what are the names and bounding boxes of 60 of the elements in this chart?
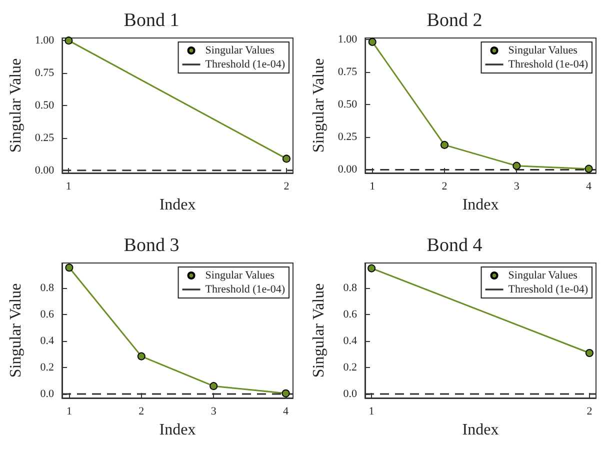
x-axis-title: Index — [159, 196, 196, 214]
x-tick-label: 2 — [442, 180, 448, 192]
legend-label: Singular Values — [205, 44, 274, 56]
x-axis-title: Index — [462, 196, 499, 214]
legend-label: Threshold (1e-04) — [205, 58, 286, 70]
chart-title: Bond 1 — [124, 10, 180, 31]
chart-title: Bond 3 — [124, 235, 180, 256]
chart-title: Bond 2 — [426, 10, 482, 31]
point — [440, 140, 449, 149]
y-tick-label: 0.0 — [40, 388, 54, 400]
point — [137, 352, 146, 360]
y-tick-label: 0.6 — [40, 308, 54, 321]
y-axis-title: Singular Value — [8, 283, 24, 378]
x-tick-label: 4 — [586, 180, 592, 192]
y-tick-label: 0.50 — [34, 100, 55, 112]
y-tick-label: 0.25 — [34, 132, 55, 144]
y-tick-label: 0.0 — [343, 388, 358, 400]
x-tick-label: 3 — [514, 180, 520, 192]
y-tick-label: 0.75 — [34, 67, 55, 80]
y-tick-label: 0.2 — [343, 362, 357, 374]
y-tick-label: 0.4 — [343, 335, 358, 348]
y-axis-title: Singular Value — [310, 283, 328, 378]
y-tick-label: 0.2 — [40, 362, 54, 374]
x-tick-label: 1 — [66, 180, 72, 192]
legend-label: Threshold (1e-04) — [508, 58, 588, 70]
chart-title: Bond 4 — [426, 235, 483, 256]
y-axis-title: Singular Value — [8, 58, 24, 153]
x-tick-label: 2 — [284, 180, 290, 192]
y-tick-label: 0.4 — [40, 335, 54, 348]
x-tick-label: 1 — [368, 406, 374, 418]
point — [282, 389, 290, 398]
legend-label: Singular Values — [508, 270, 578, 282]
y-tick-label: 0.00 — [338, 164, 358, 176]
legend-label: Threshold (1e-04) — [508, 284, 588, 296]
point — [368, 38, 376, 46]
y-axis-title: Singular Value — [310, 58, 328, 153]
point — [512, 162, 521, 170]
y-tick-label: 0.25 — [338, 131, 358, 144]
point — [65, 264, 74, 272]
point — [210, 382, 218, 390]
y-tick-label: 1.00 — [338, 33, 358, 46]
x-tick-label: 1 — [370, 180, 376, 192]
x-tick-label: 4 — [283, 406, 290, 418]
legend-label: Singular Values — [508, 44, 578, 56]
y-tick-label: 0.6 — [343, 308, 358, 321]
y-tick-label: 0.75 — [338, 66, 358, 78]
x-axis-title: Index — [462, 422, 499, 438]
legend-label: Threshold (1e-04) — [205, 284, 286, 296]
y-tick-label: 1.00 — [34, 34, 55, 47]
x-tick-label: 1 — [66, 406, 72, 418]
y-tick-label: 0.8 — [40, 282, 54, 294]
legend-label: Singular Values — [205, 270, 274, 282]
x-tick-label: 2 — [138, 406, 144, 418]
x-axis-title: Index — [159, 422, 196, 438]
y-tick-label: 0.8 — [343, 282, 358, 294]
y-tick-label: 0.00 — [34, 164, 55, 176]
point — [584, 164, 593, 173]
x-tick-label: 3 — [210, 406, 217, 418]
x-tick-label: 2 — [586, 406, 592, 418]
y-tick-label: 0.50 — [338, 98, 358, 111]
